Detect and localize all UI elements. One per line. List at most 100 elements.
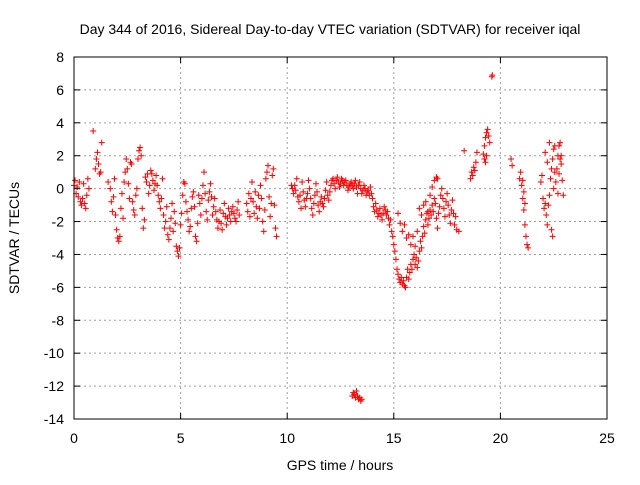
data-point	[177, 221, 184, 228]
data-point	[199, 182, 206, 189]
data-point	[451, 221, 458, 228]
data-point	[82, 205, 89, 212]
data-point	[214, 225, 221, 232]
data-point	[254, 215, 261, 222]
data-point	[383, 211, 390, 218]
data-point	[94, 149, 101, 156]
data-point	[403, 235, 410, 241]
data-point	[107, 185, 114, 192]
data-point	[447, 220, 454, 227]
data-point	[118, 190, 125, 197]
data-point	[314, 188, 321, 195]
data-point	[154, 182, 161, 189]
data-point	[110, 193, 117, 200]
data-point	[368, 190, 375, 197]
data-point	[233, 218, 240, 225]
data-point	[79, 195, 86, 202]
data-point	[225, 205, 232, 212]
data-point	[130, 207, 137, 214]
data-point	[193, 238, 200, 245]
data-point	[541, 205, 548, 212]
data-point	[181, 180, 188, 187]
data-point	[78, 202, 85, 209]
data-point	[376, 205, 383, 212]
data-point	[489, 72, 496, 79]
data-point	[483, 129, 490, 136]
data-point	[461, 147, 468, 154]
data-point	[211, 195, 218, 202]
data-point	[300, 188, 307, 195]
data-point	[336, 183, 343, 190]
data-point	[156, 198, 163, 205]
data-point	[481, 142, 488, 149]
data-point	[547, 175, 554, 182]
data-point	[291, 182, 298, 189]
data-point	[179, 192, 186, 199]
data-point	[413, 254, 420, 261]
data-point	[549, 156, 556, 163]
y-tick-label: -10	[44, 345, 64, 361]
x-tick-label: 0	[70, 430, 78, 446]
data-point	[306, 185, 313, 192]
data-point	[171, 208, 178, 215]
data-point	[352, 177, 359, 184]
data-point	[84, 175, 91, 182]
data-point	[75, 193, 82, 200]
data-point	[195, 192, 202, 199]
data-point	[409, 233, 416, 240]
grid-layer	[74, 57, 607, 419]
data-point	[372, 200, 379, 207]
data-point	[509, 162, 516, 169]
data-point	[508, 156, 515, 163]
data-point	[516, 175, 523, 182]
data-point	[432, 200, 439, 207]
data-point	[170, 228, 177, 235]
data-point	[323, 179, 330, 186]
data-point	[111, 175, 118, 182]
data-point	[421, 230, 428, 237]
data-point	[322, 187, 329, 194]
y-tick-label: -12	[44, 378, 64, 394]
data-point	[147, 167, 154, 174]
data-point	[212, 208, 219, 215]
data-point	[334, 174, 341, 181]
data-point	[208, 193, 215, 200]
data-point	[369, 195, 376, 202]
data-point	[231, 215, 238, 222]
data-point	[207, 180, 214, 187]
data-point	[549, 233, 556, 240]
data-point	[546, 139, 553, 146]
data-point	[302, 203, 309, 210]
data-point	[192, 233, 199, 240]
data-point	[390, 241, 397, 248]
data-point	[253, 203, 260, 210]
data-point	[234, 207, 241, 214]
data-point	[351, 180, 358, 187]
data-point	[557, 156, 564, 163]
data-point	[166, 225, 173, 232]
y-tick-label: 8	[56, 49, 64, 65]
data-point	[422, 198, 429, 205]
data-point	[131, 211, 138, 218]
data-point	[544, 221, 551, 228]
data-point	[197, 211, 204, 218]
data-point	[183, 208, 190, 215]
data-point	[262, 175, 269, 182]
data-point	[546, 192, 553, 199]
data-point	[230, 210, 237, 217]
data-point	[133, 185, 140, 192]
data-point	[337, 180, 344, 187]
data-point	[164, 231, 171, 238]
data-point	[121, 179, 128, 186]
data-point	[205, 197, 212, 204]
data-point	[325, 197, 332, 204]
data-point	[80, 180, 87, 187]
data-point	[417, 238, 424, 245]
data-point	[401, 221, 408, 228]
data-point	[217, 207, 224, 214]
data-point	[468, 169, 475, 176]
data-point	[191, 203, 198, 210]
data-point	[360, 182, 367, 189]
data-point	[295, 198, 302, 205]
